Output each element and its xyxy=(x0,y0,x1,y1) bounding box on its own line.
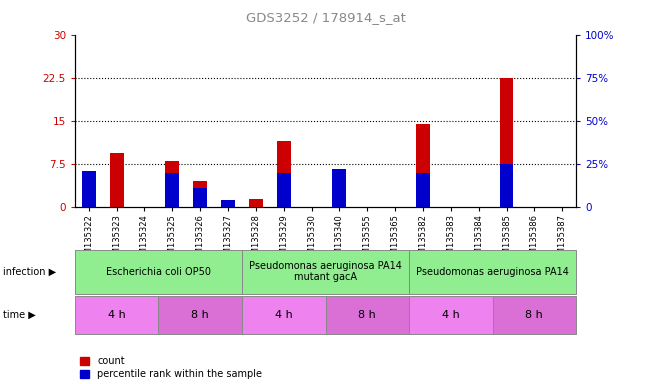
Bar xyxy=(333,170,346,207)
Bar xyxy=(193,189,207,207)
Text: 8 h: 8 h xyxy=(359,310,376,320)
Bar xyxy=(499,78,514,207)
Bar xyxy=(333,169,346,207)
Legend: count, percentile rank within the sample: count, percentile rank within the sample xyxy=(79,356,262,379)
Bar xyxy=(165,173,179,207)
Text: 8 h: 8 h xyxy=(525,310,543,320)
Bar xyxy=(82,196,96,207)
Text: Escherichia coli OP50: Escherichia coli OP50 xyxy=(106,266,211,277)
Text: time ▶: time ▶ xyxy=(3,310,36,320)
Text: 8 h: 8 h xyxy=(191,310,209,320)
Bar xyxy=(416,124,430,207)
Bar xyxy=(221,200,235,207)
Text: Pseudomonas aeruginosa PA14
mutant gacA: Pseudomonas aeruginosa PA14 mutant gacA xyxy=(249,261,402,283)
Text: GDS3252 / 178914_s_at: GDS3252 / 178914_s_at xyxy=(245,12,406,25)
Bar xyxy=(82,171,96,207)
Text: 4 h: 4 h xyxy=(108,310,126,320)
Bar xyxy=(277,141,291,207)
Bar xyxy=(109,153,124,207)
Text: 4 h: 4 h xyxy=(442,310,460,320)
Bar xyxy=(249,199,263,207)
Bar xyxy=(165,161,179,207)
Bar xyxy=(499,164,514,207)
Text: Pseudomonas aeruginosa PA14: Pseudomonas aeruginosa PA14 xyxy=(416,266,569,277)
Text: infection ▶: infection ▶ xyxy=(3,266,57,277)
Bar xyxy=(193,182,207,207)
Text: 4 h: 4 h xyxy=(275,310,292,320)
Bar xyxy=(416,173,430,207)
Bar xyxy=(277,173,291,207)
